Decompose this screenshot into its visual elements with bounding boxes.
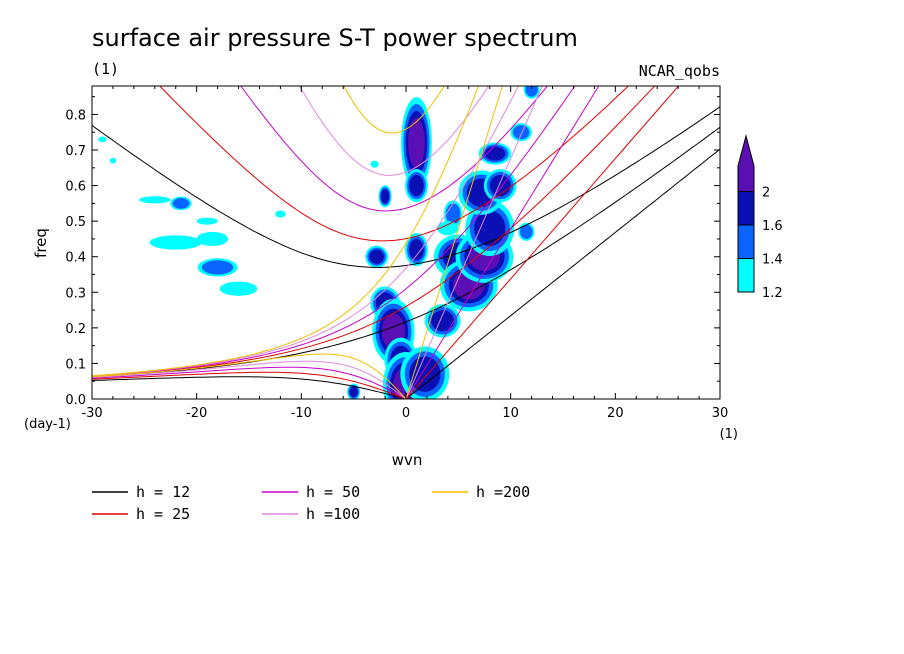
x-tick-label: -30 xyxy=(81,406,102,421)
dispersion-er-h50 xyxy=(92,366,407,399)
y-tick-label: 0.4 xyxy=(65,251,86,266)
colorbar-swatch-2 xyxy=(737,191,755,226)
x-unit-label: (1) xyxy=(720,427,738,442)
power-contour-31-level-0 xyxy=(109,157,117,164)
power-contour-26-level-0 xyxy=(219,281,258,296)
x-tick-label: 30 xyxy=(712,406,729,421)
colorbar-swatch-0 xyxy=(737,258,755,293)
chart-subtitle-right: NCAR_qobs xyxy=(639,62,720,80)
power-contour-24-level-0 xyxy=(196,231,229,247)
dispersion-kelvin-h200 xyxy=(405,86,503,399)
power-contour-14-level-2 xyxy=(474,210,506,247)
colorbar-level-label: 2 xyxy=(762,186,770,201)
dispersion-er-h12 xyxy=(92,376,407,399)
power-contour-19-level-1 xyxy=(525,86,538,97)
power-contour-3-level-2 xyxy=(369,249,385,264)
dispersion-ig-h25 xyxy=(159,86,630,242)
chart-subtitle-left: (1) xyxy=(92,60,119,78)
dispersion-mrg-h12 xyxy=(92,126,720,378)
dispersion-mrg-h100 xyxy=(92,86,519,377)
legend: h = 12 h = 25 h = 50 h =100 h =200 xyxy=(92,483,530,523)
colorbar-swatch-3 xyxy=(737,134,755,192)
y-tick-label: 0.5 xyxy=(65,215,86,230)
power-contour-10-level-2 xyxy=(431,310,455,332)
dispersion-ig-h200 xyxy=(343,86,445,134)
dispersion-er-h100 xyxy=(92,360,407,399)
dispersion-mrg-h200 xyxy=(92,86,480,377)
y-tick-label: 0.6 xyxy=(65,180,86,195)
dispersion-kelvin-h100 xyxy=(405,86,543,399)
x-tick-label: 10 xyxy=(502,406,519,421)
chart-title: surface air pressure S-T power spectrum xyxy=(92,24,578,52)
power-contour-22-level-2 xyxy=(349,386,358,398)
power-contour-2-level-2 xyxy=(409,238,424,261)
power-contour-29-level-0 xyxy=(196,217,218,225)
power-contour-16-level-2 xyxy=(489,174,511,197)
dispersion-ig-h50 xyxy=(240,86,548,212)
legend-label-h100: h =100 xyxy=(306,505,360,523)
x-axis-label: wvn xyxy=(392,451,423,469)
power-contour-28-level-1 xyxy=(172,198,190,209)
legend-label-h25: h = 25 xyxy=(136,505,190,523)
power-contour-23-level-0 xyxy=(149,235,202,250)
dispersion-kelvin-h12 xyxy=(405,148,720,399)
power-contour-20-level-1 xyxy=(520,224,533,239)
y-tick-label: 0.8 xyxy=(65,108,86,123)
dispersion-kelvin-h25 xyxy=(405,86,680,399)
power-contour-34-level-0 xyxy=(437,221,459,236)
dispersion-mrg-h50 xyxy=(92,86,576,377)
x-tick-label: -20 xyxy=(186,406,207,421)
colorbar-level-label: 1.4 xyxy=(762,253,783,268)
power-contour-17-level-2 xyxy=(484,146,506,161)
axis-ticks: -30 -20 -10 0 10 20 30 0.0 0.1 0.2 0.3 0.4 0.5 0.6 0.7… xyxy=(65,86,728,421)
dispersion-mrg-h25 xyxy=(92,86,656,378)
legend-label-h50: h = 50 xyxy=(306,483,360,501)
y-tick-label: 0.1 xyxy=(65,357,86,372)
dispersion-er-h200 xyxy=(92,353,407,399)
y-unit-label: (day-1) xyxy=(24,417,71,432)
power-contours xyxy=(98,86,540,399)
y-axis-label: freq xyxy=(32,228,50,258)
power-contour-25-level-1 xyxy=(201,260,234,275)
colorbar: 1.2 1.4 1.6 2 xyxy=(737,134,783,301)
y-tick-label: 0.7 xyxy=(65,144,86,159)
power-contour-1-level-2 xyxy=(409,174,424,197)
colorbar-swatch-1 xyxy=(737,224,755,259)
power-contour-30-level-0 xyxy=(98,136,107,143)
power-contour-27-level-0 xyxy=(139,196,171,204)
power-contour-4-level-2 xyxy=(380,189,390,204)
x-tick-label: 0 xyxy=(402,406,410,421)
legend-label-h12: h = 12 xyxy=(136,483,190,501)
dispersion-curves xyxy=(92,86,720,399)
dispersion-kelvin-h50 xyxy=(405,86,600,399)
power-contour-32-level-0 xyxy=(275,210,286,218)
power-contour-0-level-3 xyxy=(408,118,425,168)
power-contour-9-level-2 xyxy=(409,356,441,392)
dispersion-ig-h12 xyxy=(92,106,720,268)
power-contour-18-level-1 xyxy=(512,125,530,140)
power-contour-33-level-0 xyxy=(370,160,379,168)
y-tick-label: 0.0 xyxy=(65,393,86,408)
legend-label-h200: h =200 xyxy=(476,483,530,501)
y-tick-label: 0.2 xyxy=(65,322,86,337)
dispersion-ig-h100 xyxy=(298,86,490,176)
x-tick-label: -10 xyxy=(291,406,312,421)
dispersion-er-h25 xyxy=(92,371,407,399)
y-tick-label: 0.3 xyxy=(65,286,86,301)
colorbar-level-label: 1.2 xyxy=(762,286,783,301)
x-tick-label: 20 xyxy=(607,406,624,421)
colorbar-level-label: 1.6 xyxy=(762,219,783,234)
